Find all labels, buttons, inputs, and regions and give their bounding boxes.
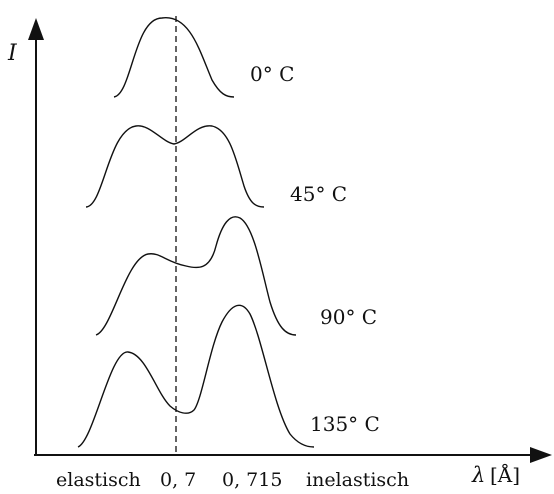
inelastic-label: inelastisch [306,469,409,491]
elastic-label: elastisch [56,469,141,491]
y-axis-label: I [7,41,18,66]
y-axis-arrow-icon [28,18,44,40]
curve-135c [77,304,315,448]
curve-0c [113,17,235,98]
x-axis-arrow-icon [530,447,552,463]
curve-label-135c: 135° C [310,412,380,436]
curve-45c [85,125,265,208]
curve-label-0c: 0° C [250,62,294,86]
curve-label-90c: 90° C [320,305,377,329]
curve-90c [95,216,297,336]
curve-label-45c: 45° C [290,182,347,206]
x-axis-symbol: λ [471,463,485,487]
inelastic-value: 0, 715 [222,469,282,491]
x-axis-unit: [Å] [490,462,520,487]
elastic-value: 0, 7 [160,469,196,491]
